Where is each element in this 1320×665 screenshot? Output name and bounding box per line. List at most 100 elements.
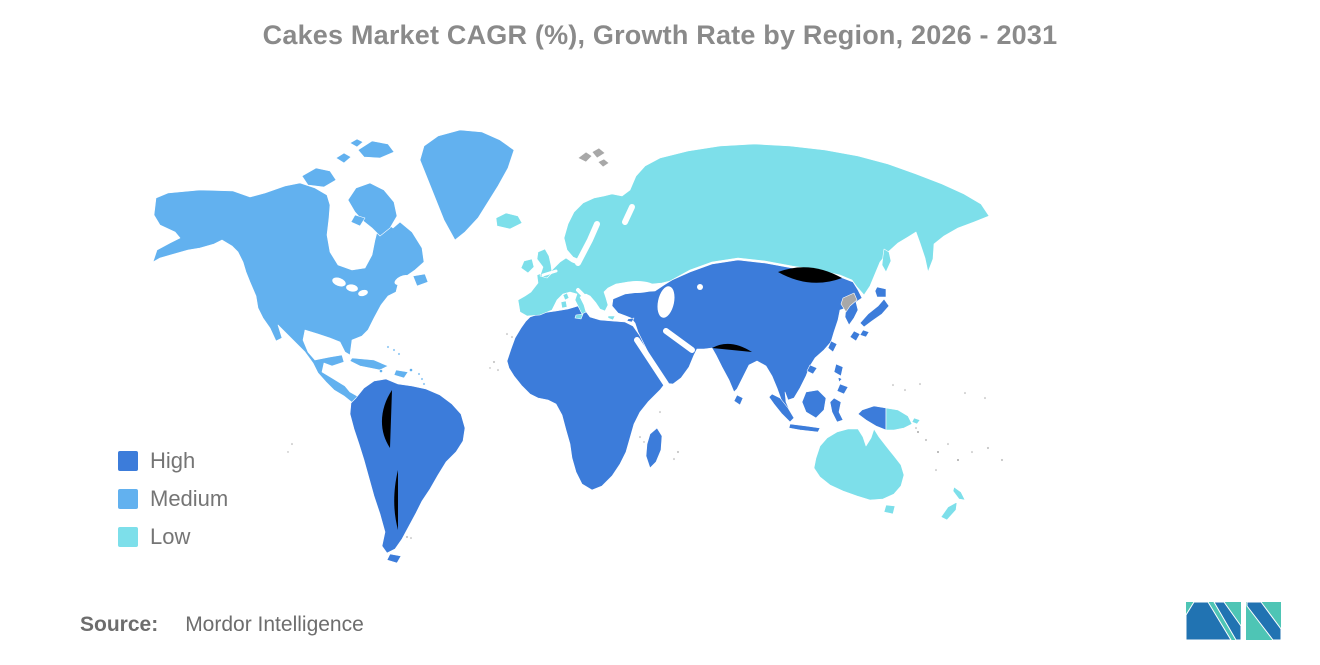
island-speck xyxy=(405,535,409,539)
white-sea xyxy=(622,204,635,225)
region-tierra-del-fuego xyxy=(386,553,402,564)
region-southampton-island xyxy=(350,214,366,227)
region-borneo xyxy=(801,389,827,419)
island-speck xyxy=(891,383,895,387)
island-speck xyxy=(936,450,940,454)
legend-item-high: High xyxy=(118,448,228,473)
island-speck xyxy=(409,536,413,540)
legend-swatch-high xyxy=(118,451,138,471)
region-sulawesi xyxy=(829,397,844,423)
region-great-britain xyxy=(536,248,553,279)
region-java xyxy=(788,423,821,433)
region-bahamas-3 xyxy=(397,352,401,356)
region-arctic-island-1 xyxy=(335,152,352,164)
island-speck xyxy=(492,360,496,364)
region-europe-russia xyxy=(517,143,990,317)
island-speck xyxy=(983,396,987,400)
island-speck xyxy=(1000,458,1004,462)
chart-title: Cakes Market CAGR (%), Growth Rate by Re… xyxy=(262,20,1058,50)
region-group-no-data xyxy=(286,147,1004,540)
region-south-america xyxy=(349,378,466,554)
region-sardinia xyxy=(560,300,568,309)
region-victoria-island xyxy=(301,167,337,188)
legend-label-high: High xyxy=(150,448,196,473)
region-japan-hokkaido xyxy=(874,286,887,298)
baltic-sea xyxy=(575,221,600,266)
source-line: Source: Mordor Intelligence xyxy=(80,613,364,637)
region-madagascar xyxy=(645,427,663,469)
region-new-guinea-png xyxy=(885,407,913,431)
caspian-sea xyxy=(657,286,675,318)
island-speck xyxy=(903,388,907,392)
legend: High Medium Low xyxy=(118,448,229,565)
island-speck xyxy=(286,450,290,454)
region-antilles-2 xyxy=(420,377,424,381)
region-antilles-3 xyxy=(422,382,426,386)
island-speck xyxy=(496,368,500,372)
region-puerto-rico xyxy=(409,368,413,372)
island-speck xyxy=(946,442,950,446)
region-philippines-visayas xyxy=(837,376,843,383)
logo-m-stroke-1 xyxy=(1185,601,1232,641)
region-new-guinea-west xyxy=(857,405,887,431)
island-speck xyxy=(916,430,920,434)
persian-gulf xyxy=(663,328,695,353)
great-lake-3 xyxy=(358,289,368,297)
island-speck xyxy=(642,440,646,444)
island-speck xyxy=(924,438,928,442)
region-philippines-luzon xyxy=(833,363,844,377)
adriatic-sea xyxy=(576,288,596,308)
red-sea xyxy=(634,337,669,387)
region-australia xyxy=(813,428,905,501)
legend-item-low: Low xyxy=(118,526,228,548)
legend-swatch-low xyxy=(118,527,138,547)
region-japan-shikoku xyxy=(859,329,870,338)
region-jamaica xyxy=(379,369,383,373)
gulf-st-lawrence xyxy=(394,275,410,285)
region-antilles-1 xyxy=(417,372,421,376)
island-speck xyxy=(934,468,938,472)
island-speck xyxy=(986,446,990,450)
island-speck xyxy=(488,366,492,370)
island-speck xyxy=(956,458,960,462)
region-sri-lanka xyxy=(733,394,744,406)
region-group-medium xyxy=(152,129,515,405)
region-cyprus xyxy=(626,317,635,323)
country-borders xyxy=(268,215,842,530)
region-group-high xyxy=(349,259,890,564)
region-iceland xyxy=(495,212,523,230)
region-ireland xyxy=(520,258,535,274)
region-taiwan xyxy=(827,340,838,353)
island-speck xyxy=(658,410,662,414)
region-svalbard-1 xyxy=(577,151,593,163)
island-speck xyxy=(672,457,676,461)
mordor-intelligence-logo xyxy=(1185,601,1282,646)
region-cuba xyxy=(349,357,389,371)
island-speck xyxy=(914,426,918,430)
region-newfoundland xyxy=(412,273,429,287)
region-sicily xyxy=(574,313,584,320)
region-svalbard-2 xyxy=(591,147,606,159)
black-sea xyxy=(619,281,655,293)
region-sumatra xyxy=(768,393,795,423)
island-speck xyxy=(638,435,642,439)
region-svalbard-3 xyxy=(597,158,610,168)
great-lake-1 xyxy=(332,277,346,287)
region-greenland xyxy=(419,129,515,241)
water-bodies xyxy=(332,204,703,387)
region-africa xyxy=(506,305,671,491)
legend-label-medium: Medium xyxy=(150,486,229,511)
region-bahamas-1 xyxy=(386,345,390,349)
region-north-korea xyxy=(840,292,858,313)
region-japan-honshu xyxy=(859,298,890,328)
region-philippines-mindanao xyxy=(836,383,849,395)
region-baffin-island xyxy=(347,182,398,237)
english-channel xyxy=(541,269,558,277)
legend-item-medium: Medium xyxy=(118,486,229,511)
region-new-zealand-south xyxy=(940,501,958,521)
island-speck xyxy=(505,332,509,336)
region-crete xyxy=(607,315,616,321)
region-arctic-island-2 xyxy=(349,138,364,148)
